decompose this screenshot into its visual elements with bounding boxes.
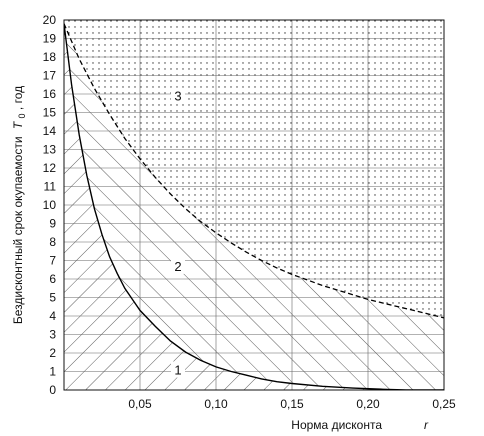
x-axis-ticks: 0,05 0,10 0,15 0,20 0,25 xyxy=(128,397,456,411)
y-tick-label: 0 xyxy=(49,383,56,397)
y-tick-label: 9 xyxy=(49,217,56,231)
grid-lines xyxy=(64,20,444,390)
y-tick-label: 20 xyxy=(43,13,57,27)
x-axis-label: Норма дисконта xyxy=(291,418,382,432)
y-tick-label: 2 xyxy=(49,346,56,360)
y-axis-symbol: T xyxy=(11,120,25,129)
series-line-solid xyxy=(64,23,444,390)
x-tick-label: 0,05 xyxy=(128,397,152,411)
x-tick-label: 0,15 xyxy=(280,397,304,411)
region-label-background xyxy=(171,257,185,274)
y-axis-subscript: 0 xyxy=(17,113,27,118)
plot-frame xyxy=(63,19,445,391)
region-labels: 1 2 3 xyxy=(171,87,185,378)
x-axis-symbol: r xyxy=(424,418,429,432)
y-tick-label: 13 xyxy=(43,143,57,157)
y-tick-label: 3 xyxy=(49,328,56,342)
y-tick-label: 15 xyxy=(43,106,57,120)
y-tick-label: 16 xyxy=(43,87,57,101)
region-3-fill xyxy=(64,20,444,318)
y-tick-label: 7 xyxy=(49,254,56,268)
curves xyxy=(64,23,444,390)
y-tick-label: 5 xyxy=(49,291,56,305)
y-tick-label: 4 xyxy=(49,309,56,323)
region-fills xyxy=(64,20,444,390)
region-label-background xyxy=(171,87,185,104)
y-axis-label: Бездисконтный срок окупаемости T 0 , год xyxy=(11,86,28,324)
y-tick-label: 12 xyxy=(43,161,57,175)
region-label-background xyxy=(171,361,185,378)
y-axis-label-prefix: Бездисконтный срок окупаемости xyxy=(11,136,25,324)
y-axis-label-suffix: , год xyxy=(11,86,25,110)
y-tick-label: 6 xyxy=(49,272,56,286)
series-line-dashed xyxy=(64,23,444,319)
y-tick-label: 19 xyxy=(43,32,57,46)
y-tick-label: 10 xyxy=(43,198,57,212)
region-label: 3 xyxy=(174,89,181,104)
y-tick-label: 11 xyxy=(44,180,57,194)
y-tick-label: 18 xyxy=(43,50,57,64)
x-tick-label: 0,20 xyxy=(356,397,380,411)
region-label: 2 xyxy=(174,259,181,274)
y-tick-label: 1 xyxy=(49,365,56,379)
y-tick-label: 8 xyxy=(49,235,56,249)
x-tick-label: 0,25 xyxy=(432,397,456,411)
x-tick-label: 0,10 xyxy=(204,397,228,411)
y-tick-label: 14 xyxy=(43,124,57,138)
region-2-fill xyxy=(64,23,444,390)
y-tick-label: 17 xyxy=(43,69,57,83)
region-label: 1 xyxy=(174,363,181,378)
region-1-fill xyxy=(64,23,444,390)
